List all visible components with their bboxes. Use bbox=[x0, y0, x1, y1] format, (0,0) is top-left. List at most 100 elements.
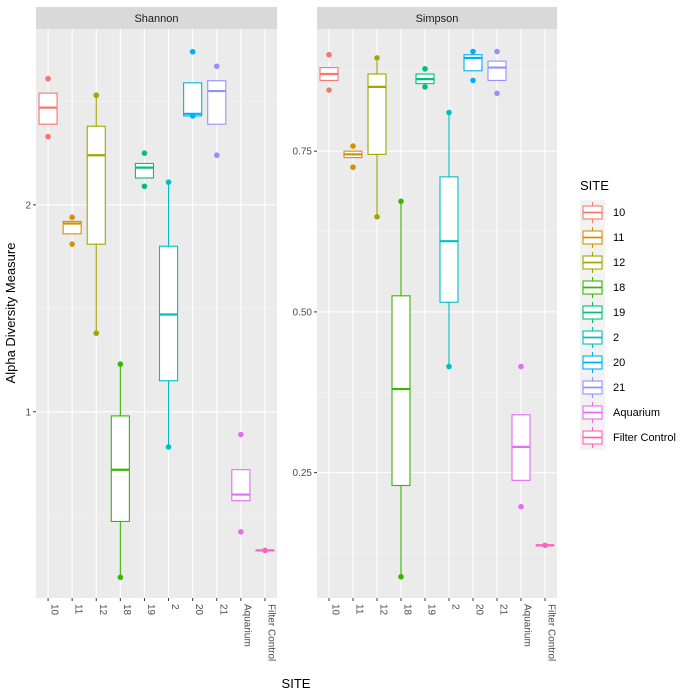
legend-item-Aquarium: Aquarium bbox=[580, 400, 660, 425]
outlier-point bbox=[398, 573, 404, 580]
box-19 bbox=[134, 150, 155, 190]
box-body bbox=[183, 82, 203, 117]
panel-shannon-y-axis: 12 bbox=[25, 200, 36, 418]
box-19 bbox=[415, 66, 435, 90]
outlier-point bbox=[117, 361, 124, 367]
x-tick-label: Aquarium bbox=[522, 604, 533, 647]
outlier-point bbox=[141, 150, 148, 156]
outlier-point bbox=[189, 113, 196, 119]
outlier-point bbox=[69, 241, 75, 247]
y-tick-label: 2 bbox=[25, 200, 31, 211]
panel-simpson-title: Simpson bbox=[416, 13, 459, 25]
outlier-point bbox=[93, 92, 100, 99]
x-tick-label: 18 bbox=[402, 604, 413, 616]
box-body bbox=[439, 176, 459, 303]
x-tick-label: 11 bbox=[354, 604, 365, 615]
legend-title: SITE bbox=[580, 178, 609, 193]
legend-label: 11 bbox=[613, 232, 624, 244]
outlier-point bbox=[350, 164, 356, 171]
outlier-point bbox=[238, 528, 244, 535]
outlier-point bbox=[470, 48, 476, 55]
outlier-point bbox=[213, 63, 220, 70]
outlier-point bbox=[165, 179, 172, 185]
x-tick-label: 20 bbox=[474, 604, 485, 616]
panel-simpson-y-axis: 0.25 0.50 0.75 bbox=[293, 147, 317, 479]
box-11 bbox=[62, 214, 82, 247]
box-Aquarium bbox=[231, 431, 251, 535]
box-20 bbox=[463, 48, 483, 84]
box-12 bbox=[367, 55, 387, 220]
outlier-point bbox=[350, 143, 356, 149]
outlier-point bbox=[213, 152, 220, 159]
outlier-point bbox=[494, 90, 500, 97]
legend-label: 18 bbox=[613, 282, 625, 294]
legend-label: 12 bbox=[613, 257, 625, 269]
outlier-point bbox=[165, 444, 172, 450]
outlier-point bbox=[422, 66, 428, 72]
x-tick-label: 2 bbox=[169, 604, 180, 610]
legend-label: 19 bbox=[613, 307, 625, 319]
panel-simpson-x-axis: 10 11 12 18 19 2 20 21 Aquarium Filter Control bbox=[328, 598, 557, 661]
outlier-point bbox=[446, 109, 452, 116]
outlier-point bbox=[45, 133, 51, 140]
box-18 bbox=[110, 361, 130, 581]
box-2 bbox=[158, 179, 179, 450]
legend-label: Aquarium bbox=[613, 407, 660, 419]
outlier-point bbox=[446, 363, 452, 370]
legend-item-19: 19 bbox=[580, 300, 625, 325]
box-body bbox=[231, 469, 251, 502]
box-body bbox=[391, 295, 411, 487]
outlier-point bbox=[518, 363, 524, 370]
x-tick-label: 18 bbox=[121, 604, 132, 616]
y-tick-label: 0.25 bbox=[293, 468, 313, 479]
box-body bbox=[86, 125, 106, 245]
outlier-point bbox=[326, 51, 332, 58]
legend: 10 11 12 18 19 2 20 21 Aquarium Filter Control bbox=[580, 200, 676, 450]
y-tick-label: 0.50 bbox=[293, 307, 313, 318]
outlier-point bbox=[69, 214, 75, 221]
x-tick-label: 10 bbox=[330, 604, 341, 616]
outlier-point bbox=[238, 431, 244, 438]
x-tick-label: 12 bbox=[97, 604, 108, 616]
legend-item-12: 12 bbox=[580, 250, 625, 275]
x-tick-label: 19 bbox=[145, 604, 156, 616]
box-20 bbox=[183, 48, 203, 119]
outlier-point bbox=[374, 55, 380, 61]
legend-label: 2 bbox=[613, 332, 619, 344]
legend-item-10: 10 bbox=[580, 200, 625, 225]
box-Filter Control bbox=[255, 547, 275, 554]
legend-item-21: 21 bbox=[580, 375, 625, 400]
x-tick-label: 10 bbox=[49, 604, 60, 616]
panel-shannon-title: Shannon bbox=[134, 13, 178, 25]
outlier-point bbox=[189, 48, 196, 55]
panel-shannon-background bbox=[36, 29, 277, 598]
panel-shannon-x-axis: 10 11 12 18 19 2 20 21 Aquarium Filter Control bbox=[47, 598, 276, 661]
box-10 bbox=[38, 75, 58, 140]
legend-item-Filter Control: Filter Control bbox=[580, 425, 676, 450]
y-axis-title: Alpha Diversity Measure bbox=[3, 243, 18, 384]
outlier-point bbox=[45, 75, 51, 82]
legend-item-11: 11 bbox=[580, 225, 624, 250]
legend-label: 20 bbox=[613, 357, 625, 369]
outlier-point bbox=[326, 87, 332, 93]
x-tick-label: Aquarium bbox=[241, 604, 252, 647]
box-Filter Control bbox=[535, 542, 555, 549]
x-tick-label: Filter Control bbox=[265, 604, 276, 661]
outlier-point bbox=[542, 542, 548, 549]
legend-item-20: 20 bbox=[580, 350, 625, 375]
outlier-point bbox=[117, 574, 124, 581]
panel-simpson-background bbox=[317, 29, 557, 598]
box-body bbox=[134, 162, 155, 179]
outlier-point bbox=[518, 503, 524, 510]
x-axis-title: SITE bbox=[282, 676, 311, 691]
box-12 bbox=[86, 92, 106, 336]
x-tick-label: 2 bbox=[450, 604, 461, 610]
outlier-point bbox=[93, 330, 100, 336]
box-11 bbox=[343, 143, 363, 171]
box-21 bbox=[487, 48, 507, 97]
x-tick-label: 12 bbox=[378, 604, 389, 616]
x-tick-label: 20 bbox=[193, 604, 204, 616]
box-2 bbox=[439, 109, 459, 370]
x-tick-label: 11 bbox=[73, 604, 84, 615]
box-body bbox=[367, 73, 387, 155]
